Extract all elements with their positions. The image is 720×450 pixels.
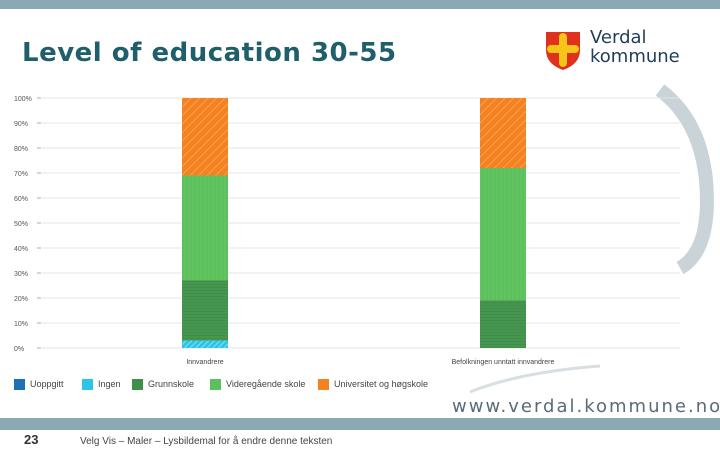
- top-accent-bar: [0, 0, 720, 9]
- legend-swatch: [132, 379, 143, 390]
- bar-segment-universitet-og-h-gskole: [480, 98, 526, 168]
- bar-segment-videreg-ende-skole: [480, 168, 526, 301]
- y-tick-label: 70%: [14, 171, 28, 178]
- bar-segment-grunnskole: [182, 280, 228, 341]
- y-tick-label: 10%: [14, 321, 28, 328]
- x-category-label: Innvandrere: [186, 359, 223, 366]
- logo-line-1: Verdal: [590, 27, 647, 48]
- legend-label: Ingen: [98, 379, 121, 389]
- y-tick-label: 40%: [14, 246, 28, 253]
- legend-label: Videregående skole: [226, 379, 306, 389]
- legend-swatch: [210, 379, 221, 390]
- page-number: 23: [24, 432, 39, 447]
- website-url[interactable]: www.verdal.kommune.no: [452, 396, 720, 417]
- y-tick-label: 80%: [14, 146, 28, 153]
- bottom-accent-bar: [0, 418, 720, 430]
- x-category-label: Befolkningen unntatt innvandrere: [452, 359, 555, 366]
- logo-wordmark: Verdal kommune: [590, 28, 680, 66]
- legend-label: Uoppgitt: [30, 379, 64, 389]
- legend-label: Universitet og høgskole: [334, 379, 429, 389]
- bar-segment-grunnskole: [480, 300, 526, 348]
- logo-line-2: kommune: [590, 46, 680, 67]
- slide-title: Level of education 30-55: [22, 38, 397, 68]
- bar-segment-ingen: [182, 340, 228, 348]
- y-tick-label: 30%: [14, 271, 28, 278]
- y-tick-label: 60%: [14, 196, 28, 203]
- legend-label: Grunnskole: [148, 379, 195, 389]
- y-tick-label: 20%: [14, 296, 28, 303]
- y-tick-label: 90%: [14, 121, 28, 128]
- y-tick-label: 0%: [14, 346, 24, 353]
- bar-segment-universitet-og-h-gskole: [182, 98, 228, 176]
- y-tick-label: 100%: [14, 96, 32, 103]
- bar-segment-videreg-ende-skole: [182, 175, 228, 281]
- legend-swatch: [14, 379, 25, 390]
- y-tick-label: 50%: [14, 221, 28, 228]
- legend-swatch: [318, 379, 329, 390]
- legend-swatch: [82, 379, 93, 390]
- footer-text: Velg Vis – Maler – Lysbildemal for å end…: [80, 436, 333, 447]
- logo-shield: [546, 32, 580, 70]
